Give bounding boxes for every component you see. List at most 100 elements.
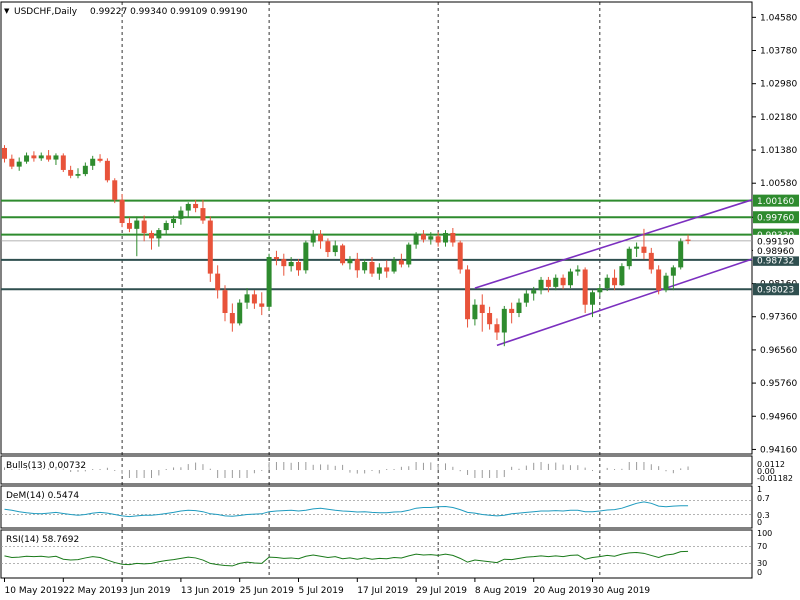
- candle: [31, 151, 37, 162]
- candle: [318, 230, 324, 249]
- candle: [46, 150, 52, 162]
- candle-body: [523, 293, 529, 303]
- candle: [619, 263, 625, 287]
- candle-body: [479, 304, 485, 314]
- candle: [362, 259, 368, 274]
- dem-axis-label-1: 1: [757, 485, 762, 494]
- candle-body: [641, 246, 647, 253]
- candle: [126, 217, 132, 233]
- candle: [428, 232, 434, 245]
- extra-price-label: 0.98960: [757, 247, 794, 257]
- symbol-dropdown-icon[interactable]: ▼: [4, 7, 10, 15]
- dem-axis-label-4: 0: [757, 518, 762, 527]
- candle-body: [354, 259, 360, 271]
- candle-body: [413, 234, 419, 245]
- candle: [310, 230, 316, 247]
- candle-body: [332, 245, 338, 253]
- candle-body: [104, 160, 110, 181]
- candle-body: [384, 267, 390, 272]
- candle-body: [443, 232, 448, 243]
- candle: [516, 298, 522, 318]
- candle: [435, 232, 441, 247]
- bulls-indicator-title: Bulls(13) 0.00732: [6, 461, 86, 471]
- candle: [391, 257, 397, 274]
- candle: [9, 154, 15, 170]
- candle: [104, 158, 110, 183]
- candle-body: [376, 267, 382, 274]
- candle-body: [472, 304, 478, 320]
- price-tick-label: 0.94960: [760, 412, 797, 422]
- candle-body: [90, 158, 96, 166]
- candle: [119, 193, 125, 228]
- bulls-axis-label-bottom: -0.01182: [757, 474, 793, 483]
- candle-body: [281, 259, 287, 267]
- rsi-axis-label-3: 30: [757, 559, 767, 568]
- candle-body: [487, 313, 493, 325]
- date-tick-label: 10 May 2019: [5, 586, 64, 596]
- date-tick-label: 30 Aug 2019: [593, 586, 651, 596]
- candle-body: [435, 236, 441, 243]
- candle-body: [685, 239, 691, 241]
- candle-body: [575, 269, 581, 272]
- candle: [384, 260, 390, 278]
- candle-body: [567, 271, 573, 286]
- level-price-label-box: [753, 283, 799, 296]
- candle-body: [420, 234, 426, 240]
- candle-body: [222, 290, 228, 314]
- price-tick-label: 1.01380: [760, 146, 797, 156]
- candle: [259, 292, 265, 316]
- candle-body: [465, 269, 471, 320]
- candle-body: [237, 302, 243, 324]
- candle: [273, 250, 279, 266]
- candle-body: [670, 267, 676, 276]
- dem-level-lines: [1, 500, 752, 515]
- candle-body: [391, 260, 397, 272]
- candle-body: [119, 199, 125, 224]
- candle: [281, 253, 287, 276]
- candle-body: [582, 269, 588, 305]
- candle: [97, 154, 103, 163]
- candle-body: [141, 220, 147, 233]
- date-tick-label: 22 May 2019: [63, 586, 122, 596]
- extra-price-label-box: [753, 244, 799, 257]
- rsi-axis-label-1: 100: [757, 529, 772, 538]
- candle: [678, 238, 684, 270]
- dem-pane-frame: [0, 485, 753, 529]
- candle-body: [663, 275, 669, 291]
- bulls-pane-frame: [0, 455, 753, 485]
- candle: [296, 259, 301, 276]
- candle-body: [156, 230, 162, 239]
- candle-body: [200, 208, 206, 221]
- date-tick-label: 3 Jun 2019: [122, 586, 171, 596]
- price-tick-label: 1.04580: [760, 13, 797, 23]
- price-tick-label: 0.96560: [760, 346, 797, 356]
- candle-body: [656, 269, 662, 291]
- candle-body: [215, 273, 221, 291]
- candle: [60, 153, 66, 173]
- candle: [670, 265, 676, 291]
- candle-body: [619, 266, 625, 286]
- candle-body: [310, 234, 316, 243]
- candle: [207, 216, 213, 282]
- candle-body: [648, 252, 654, 270]
- candle: [90, 155, 96, 170]
- candle: [251, 290, 257, 309]
- candle: [193, 199, 199, 213]
- candle: [178, 206, 184, 225]
- date-tick-label: 5 Jul 2019: [299, 586, 344, 596]
- price-tick-label: 1.00580: [760, 179, 797, 189]
- candle-body: [97, 158, 103, 161]
- candle: [229, 303, 235, 332]
- rsi-axis-label-2: 70: [757, 542, 767, 551]
- dem-indicator-title: DeM(14) 0.5474: [6, 491, 79, 501]
- candle-body: [126, 223, 132, 229]
- rsi-pane-frame: [0, 529, 753, 579]
- candle-body: [60, 155, 66, 170]
- candle: [582, 267, 588, 314]
- level-price-label-box: [753, 194, 799, 207]
- candle-body: [163, 223, 169, 231]
- candle: [134, 216, 140, 257]
- candle-body: [288, 262, 294, 267]
- candle: [222, 285, 228, 322]
